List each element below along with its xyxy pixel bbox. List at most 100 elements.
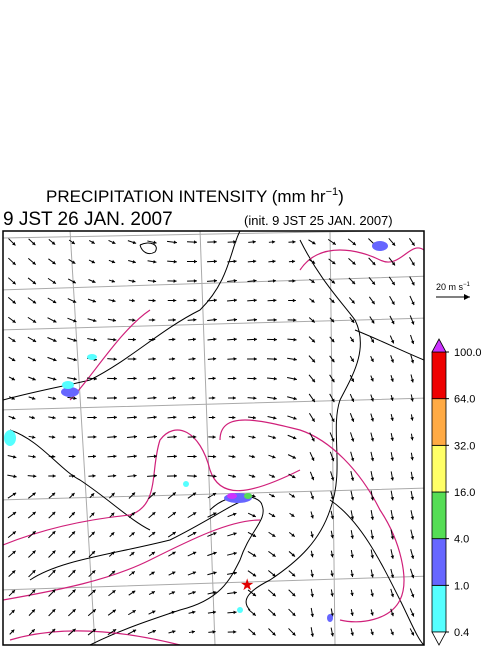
wind-arrow-head (71, 240, 75, 245)
wind-arrow-head (52, 299, 57, 304)
wind-arrow-head (233, 551, 237, 556)
wind-arrow-head (372, 261, 376, 266)
wind-arrow-head (130, 552, 135, 556)
wind-arrow-head (310, 476, 315, 481)
wind-arrow-head (253, 318, 257, 322)
wind-arrow-head (11, 377, 15, 381)
contour (3, 247, 424, 645)
wind-arrow-head (311, 299, 315, 303)
wind-arrow-head (32, 319, 37, 323)
wind-arrow-head (391, 242, 396, 246)
wind-arrow-head (73, 319, 77, 323)
wind-arrow-head (311, 437, 315, 442)
wind-arrow-head (151, 531, 156, 536)
wind-arrow-head (133, 396, 137, 400)
wind-arrow-head (133, 454, 137, 459)
wind-arrow-head (411, 301, 415, 306)
wind-arrow-head (111, 492, 115, 497)
coastline (3, 231, 424, 645)
wind-arrow-head (252, 612, 256, 616)
wind-arrow-head (291, 553, 295, 557)
wind-arrow-head (271, 240, 276, 244)
wind-arrow-head (151, 610, 156, 614)
wind-arrow-head (291, 259, 296, 264)
wind-arrow-head (390, 339, 395, 344)
wind-arrow-head (290, 513, 295, 517)
wind-arrow-head (72, 570, 76, 574)
wind-arrow-head (410, 417, 414, 421)
wind-arrow-head (52, 550, 56, 554)
wind-arrow-head (253, 298, 257, 303)
wind-arrow-head (272, 259, 276, 264)
wind-arrow-head (410, 613, 415, 617)
wind-arrow-head (152, 357, 156, 361)
wind-arrow-head (233, 376, 237, 381)
wind-arrow-head (310, 534, 314, 538)
wind-arrow-head (173, 474, 177, 478)
wind-arrow-head (171, 571, 176, 575)
wind-arrow-head (370, 555, 375, 559)
wind-arrow-head (391, 301, 395, 305)
wind-arrow-head (71, 531, 76, 535)
wind-arrow-head (173, 240, 177, 245)
wind-arrow-head (310, 573, 314, 578)
wind-arrow-head (233, 298, 237, 303)
wind-arrow-head (212, 376, 216, 381)
wind-arrow-head (212, 610, 217, 615)
title-close: ) (338, 187, 344, 206)
wind-arrow-head (132, 629, 137, 633)
title: PRECIPITATION INTENSITY (mm hr−1) (46, 186, 344, 206)
wind-arrow-head (10, 629, 15, 634)
wind-arrow-head (72, 435, 76, 439)
wind-arrow-head (370, 477, 375, 481)
wind-arrow-head (31, 629, 35, 633)
station-marker: ★ (240, 577, 254, 594)
wind-arrow-head (233, 279, 237, 283)
wind-arrow-head (90, 512, 95, 516)
wind-arrow-head (113, 337, 117, 342)
wind-arrow-head (132, 279, 136, 283)
wind-arrow-head (213, 337, 217, 342)
wind-arrow-head (151, 591, 155, 595)
wind-arrow-head (12, 492, 17, 496)
wind-arrow-head (351, 280, 356, 285)
wind-arrow-head (330, 534, 334, 539)
wind-arrow-head (233, 610, 237, 615)
wind-arrow-head (11, 590, 16, 594)
wind-arrow-head (212, 357, 217, 361)
wind-arrow-head (370, 612, 374, 616)
wind-arrow-head (32, 300, 37, 304)
wind-arrow-head (310, 613, 315, 617)
wind-arrow-head (311, 279, 315, 283)
wind-arrow-head (293, 416, 297, 420)
wind-arrow-head (330, 554, 334, 558)
wind-arrow-head (252, 573, 257, 577)
wind-arrow-head (71, 550, 76, 555)
colorbar-label: 16.0 (454, 487, 475, 499)
wind-arrow-head (390, 631, 394, 636)
wind-arrow-head (132, 260, 136, 264)
wind-arrow-head (311, 339, 315, 343)
wind-arrow-head (370, 535, 375, 540)
wind-arrow-head (93, 376, 97, 381)
wind-arrow-head (213, 279, 217, 283)
wind-arrow-head (12, 550, 16, 555)
wind-arrow-head (390, 417, 394, 421)
colorbar-label: 1.0 (454, 580, 469, 592)
wind-arrow-head (390, 437, 394, 441)
wind-arrow-head (32, 261, 36, 265)
wind-arrow-head (213, 551, 217, 556)
wind-arrow-head (410, 398, 414, 402)
wind-arrow-head (31, 589, 36, 594)
wind-arrow-head (371, 300, 375, 305)
wind-arrow-head (213, 318, 217, 322)
wind-arrow-head (331, 280, 335, 284)
wind-arrow-head (233, 240, 237, 244)
wind-arrow-head (410, 359, 415, 364)
wind-arrow-head (73, 377, 77, 381)
wind-arrow-head (350, 592, 354, 596)
wind-arrow-head (330, 318, 335, 323)
wind-arrow-head (350, 477, 355, 481)
wind-arrow-head (11, 396, 15, 400)
wind-arrow-head (311, 260, 316, 264)
